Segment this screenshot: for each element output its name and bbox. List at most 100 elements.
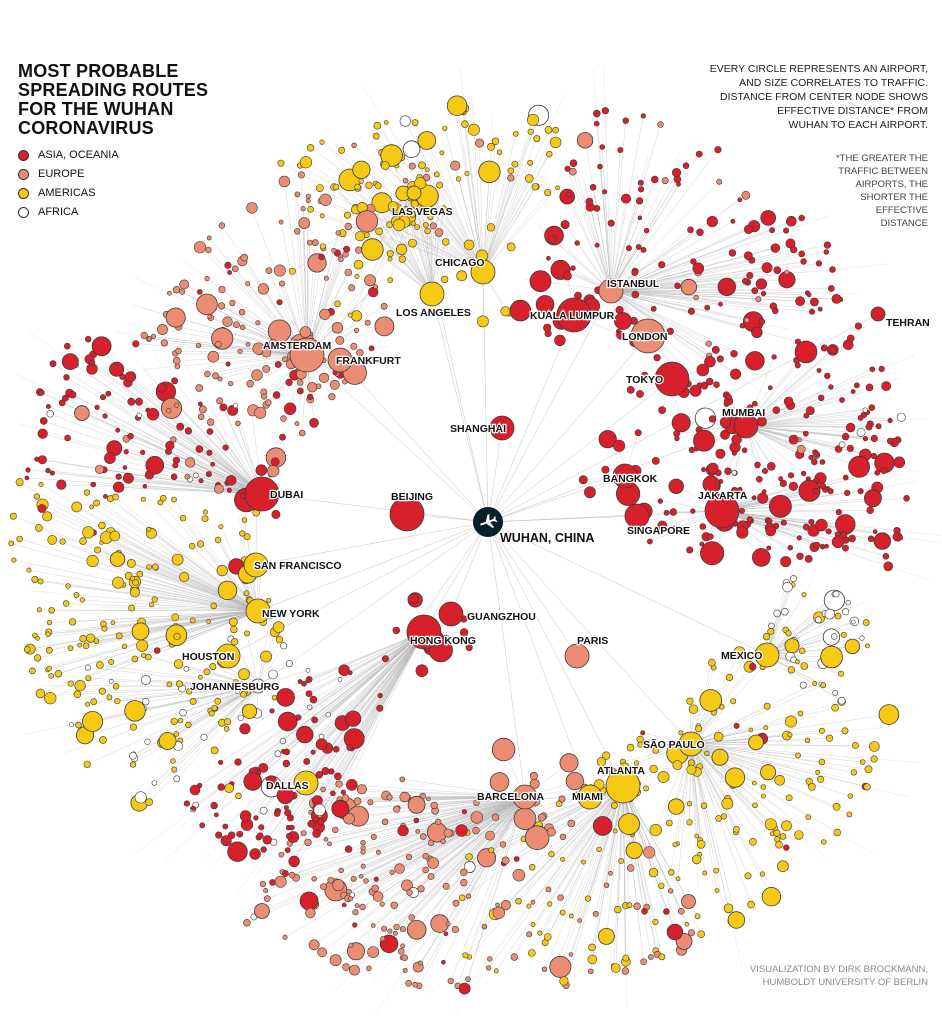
airport-node (167, 682, 172, 687)
airport-node (230, 626, 237, 633)
airport-node (214, 813, 218, 817)
airport-node (593, 110, 600, 117)
airport-node (765, 819, 776, 830)
airport-node (550, 137, 561, 148)
airport-node (604, 883, 609, 888)
airport-node (487, 143, 494, 150)
airport-node (553, 127, 559, 133)
airport-node (36, 689, 45, 698)
airport-node (627, 744, 634, 751)
airport-node (333, 880, 344, 891)
airport-node (462, 809, 467, 814)
airport-node (549, 851, 555, 857)
airport-node (725, 768, 744, 787)
airport-node (789, 482, 798, 491)
airport-node (708, 534, 714, 540)
airport-node (46, 647, 52, 653)
airport-node (38, 504, 46, 512)
route-edge (131, 304, 166, 314)
airport-node (782, 608, 789, 615)
airport-node (651, 176, 658, 183)
airport-node (46, 632, 51, 637)
airport-node (311, 750, 315, 754)
airport-node (428, 873, 434, 879)
airport-node (452, 926, 459, 933)
airport-node (407, 920, 426, 939)
airport-node (636, 390, 643, 397)
airport-node (694, 430, 715, 451)
airport-node (109, 659, 114, 664)
airport-node (387, 250, 393, 256)
airport-node (316, 384, 321, 389)
airport-node (844, 490, 850, 496)
airport-node (408, 796, 425, 813)
airport-node (92, 337, 111, 356)
airport-node (147, 565, 152, 570)
hub-label: LAS VEGAS (392, 206, 453, 218)
airport-node (747, 272, 753, 278)
hub-label: PARIS (577, 635, 608, 647)
footnote-line: DISTANCE (788, 217, 928, 230)
airport-node (839, 397, 844, 402)
airport-node (310, 418, 319, 427)
airport-node (408, 594, 418, 604)
airport-node (345, 711, 360, 726)
airport-node (571, 266, 576, 271)
hub-label: SHANGHAI (450, 423, 506, 435)
airport-node (75, 680, 86, 691)
airport-node (697, 229, 704, 236)
airport-node (227, 488, 231, 492)
airport-node (559, 796, 565, 802)
airport-node (130, 762, 136, 768)
airport-node (193, 473, 198, 478)
airport-node (326, 712, 331, 717)
airport-node (38, 429, 48, 439)
footnote-line: EFFECTIVE (788, 204, 928, 217)
airport-node (801, 471, 806, 476)
hub-label: LOS ANGELES (396, 307, 471, 319)
airport-node (171, 474, 177, 480)
route-edge (874, 759, 920, 763)
airport-node (673, 761, 682, 770)
airport-node (16, 479, 23, 486)
route-edge (318, 632, 424, 745)
airport-node (545, 126, 552, 133)
airport-node (584, 487, 595, 498)
airport-node (184, 666, 189, 671)
airport-node (789, 435, 798, 444)
airport-node (85, 702, 90, 707)
airport-node (641, 114, 646, 119)
legend-label: AMERICAS (38, 184, 95, 203)
airport-node (318, 948, 327, 957)
airport-node (800, 682, 806, 688)
airport-node (638, 187, 644, 193)
airport-node (174, 776, 180, 782)
airport-node (407, 890, 413, 896)
airport-node (801, 663, 808, 670)
airport-node (320, 140, 325, 145)
airport-node (544, 934, 551, 941)
airport-node (627, 386, 634, 393)
airport-node (125, 701, 146, 722)
airport-node (116, 633, 122, 639)
airport-node (799, 648, 805, 654)
airport-node (229, 618, 237, 626)
airport-node (775, 775, 785, 785)
airport-node (69, 391, 76, 398)
airport-node (846, 423, 855, 432)
airport-node (300, 156, 312, 168)
airport-node (548, 235, 556, 243)
airport-node (866, 424, 872, 430)
airport-node (638, 180, 643, 185)
airport-node (80, 635, 87, 642)
airport-node (468, 124, 479, 135)
airport-node (219, 525, 223, 529)
airport-node (190, 698, 196, 704)
airport-node (298, 172, 304, 178)
airport-node (807, 293, 811, 297)
airport-node (556, 186, 560, 190)
airport-node (285, 848, 290, 853)
airport-node (332, 322, 343, 333)
airport-node (246, 342, 250, 346)
airport-node (224, 726, 229, 731)
